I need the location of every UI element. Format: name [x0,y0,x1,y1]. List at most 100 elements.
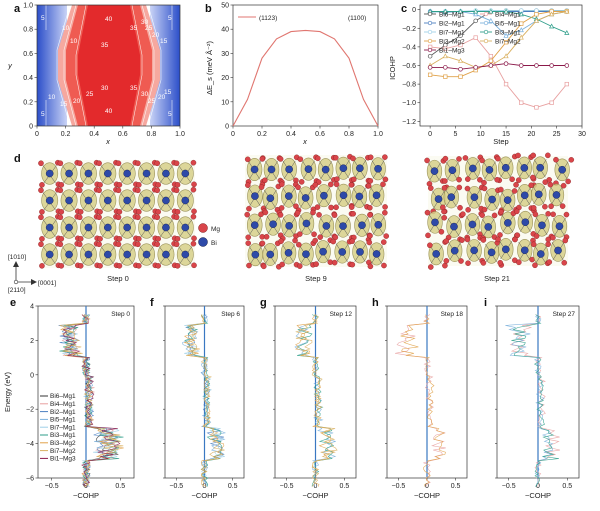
x-tick-label: 15 [502,131,510,138]
mg-atom [154,187,160,194]
bi-atom [104,250,112,259]
mg-atom [96,187,102,194]
x-tick-label: 0.8 [147,131,157,138]
mg-atom [382,176,389,183]
mg-atom [77,209,84,215]
bi-atom [45,196,54,205]
mg-atom [367,233,373,239]
mg-atom [191,181,197,188]
mg-atom [367,178,374,184]
mg-atom [77,182,84,188]
bi-atom [123,223,131,232]
mg-atom [330,238,337,245]
data-point-bi7-mg2 [457,57,464,63]
legend-label: Bi6–Mg1 [439,11,465,18]
bi-atom [504,219,512,227]
cohp-curve-bi7-mg2 [295,314,338,487]
bi-atom [84,196,93,205]
mg-atom [96,214,102,221]
panel-label-c: c [401,3,407,15]
x-tick-label: 0.2 [257,131,267,138]
mg-atom [116,263,123,269]
mg-atom [136,263,142,269]
mg-atom [155,236,161,242]
contour-label: 30 [141,19,149,26]
mg-atom [262,177,268,184]
mg-atom [481,185,488,192]
y-tick-label: −1.2 [402,119,416,126]
bi-atom [358,221,366,230]
cohp-curve-bi5-mg1 [294,314,337,487]
mg-atom [464,236,471,243]
bi-atom [285,192,293,200]
mg-atom [491,212,498,219]
y-axis-label-c: ICOHP [388,56,397,80]
cohp-panel-f: f −0.5 0 0.5 Step 6 −COHP [150,297,245,500]
mg-atom [367,263,374,270]
mg-atom [277,156,284,162]
bi-atom [501,163,510,172]
contour-label: 5 [168,15,172,22]
bi-atom [142,169,151,178]
legend-label: Bi5–Mg1 [50,417,76,424]
mg-atom [548,203,554,210]
data-point-bi4-mg1 [549,100,554,105]
data-point-bi3-mg1 [488,8,494,14]
cohp-curve-bi3-mg2 [400,314,446,487]
species-label-mg: Mg [211,226,220,233]
mg-atom [498,209,504,215]
bi-atom [104,196,112,205]
x-tick-label: 0.8 [344,131,354,138]
mg-atom [553,156,559,163]
bi-atom [372,191,381,200]
bi-atom [520,246,529,255]
mg-atom [296,263,303,269]
x-tick-label: 0.5 [228,483,238,490]
data-point-bi3-mg2 [519,21,524,26]
contour-label: 40 [105,16,113,23]
bi-atom [520,191,529,200]
mg-atom [115,187,122,194]
data-point-bi4-mg1 [534,105,539,110]
mg-atom [136,182,142,188]
mg-atom [313,261,319,267]
cohp-curve-bi3-mg1 [511,314,559,487]
legend-marker [483,20,489,26]
contour-label: 10 [62,25,70,32]
mg-atom [96,241,102,248]
mg-atom [191,262,197,269]
contour-label: 15 [60,101,68,108]
mg-atom [294,210,301,216]
bi-atom [65,223,73,232]
contour-label: 10 [48,94,56,101]
data-point-bi6-mg1 [427,53,433,59]
mg-atom [136,209,142,215]
ticks-c: 0 5 10 15 20 25 30 0 −0.2 −0.4 −0.6 −0.8 −1.0 −1.2 [402,7,586,138]
mg-atom [115,214,122,221]
contour-label: 20 [158,94,166,101]
contour-label: 10 [70,38,78,45]
cohp-panel-e: e −0.5 0 0.5 4 2 0 −2 −4 −6 Step 0 −COHP Bi6–Mg1Bi4–… [10,297,135,500]
legend-marker [427,29,433,35]
x-tick-label: −0.5 [280,483,294,490]
bi-atom [45,223,54,232]
mg-atom [311,231,317,238]
mg-atom [135,187,141,194]
x-tick-label: −0.5 [502,483,516,490]
bi-atom [521,218,530,227]
ticks-a: 0 0.2 0.4 0.6 0.8 1.0 0 0.2 0.4 0.6 0.8 1.0 [23,3,185,139]
legend-label: Bi1–Mg3 [439,47,465,54]
bi-atom [123,196,131,205]
mg-atom [246,262,252,269]
mg-atom [244,156,251,163]
legend-marker [483,38,489,44]
panel-c: c 0 5 10 15 20 25 300−0.2−0.4−0.6−0.8−1.0−1.2 … [388,3,586,146]
x-tick-label: −0.5 [392,483,406,490]
mg-atom [279,261,285,268]
bi-atom [285,222,293,230]
structure-step-0 [38,159,197,269]
bi-atom [302,219,311,228]
mg-atom [382,154,388,160]
bi-atom [84,169,93,178]
x-axis-label-c: Step [493,137,508,146]
